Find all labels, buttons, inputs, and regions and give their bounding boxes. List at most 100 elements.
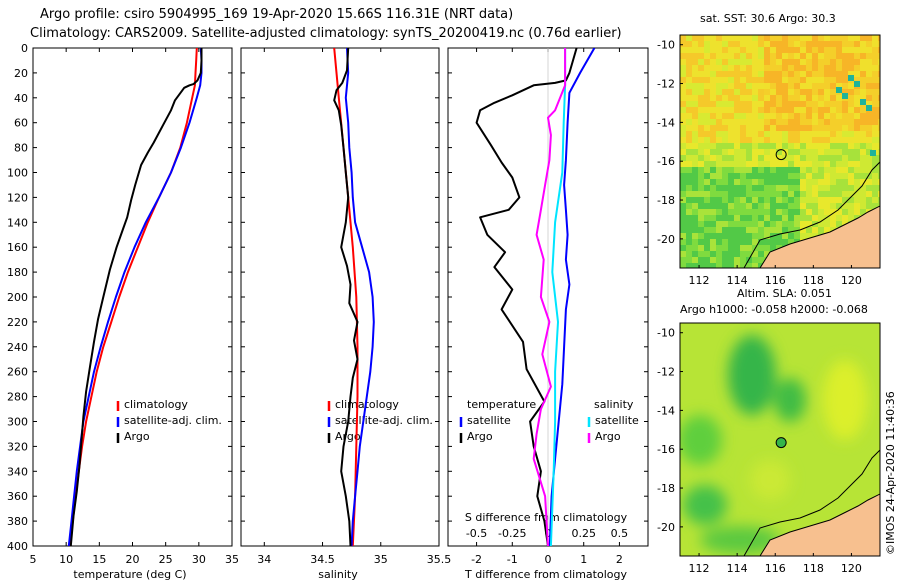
- sst-map-cell: [764, 59, 770, 65]
- sst-map-cell: [758, 203, 764, 209]
- sst-map-cell: [728, 209, 734, 215]
- sst-map-cell: [812, 77, 818, 83]
- sst-map-cell: [686, 53, 692, 59]
- sst-map-cell: [800, 107, 806, 113]
- sst-map-cell: [722, 185, 728, 191]
- sst-map-cell: [836, 215, 842, 221]
- sst-map-cell: [812, 89, 818, 95]
- sst-map-cell: [680, 191, 686, 197]
- sst-map-cell: [782, 173, 788, 179]
- sst-map-cell: [704, 233, 710, 239]
- depth-tick-label: 300: [7, 416, 28, 429]
- sst-map-cell: [866, 137, 872, 143]
- sst-map-cell: [704, 239, 710, 245]
- sst-map-cell: [776, 191, 782, 197]
- sst-map-cell: [818, 107, 824, 113]
- sst-map-cell: [854, 167, 860, 173]
- sst-map-cell: [734, 59, 740, 65]
- sst-map-cell: [782, 221, 788, 227]
- sst-map-cell: [728, 71, 734, 77]
- sst-map-cell: [770, 125, 776, 131]
- legend-label-s-argo: Argo: [595, 430, 621, 443]
- sst-map-cell: [680, 95, 686, 101]
- sst-map-cell: [686, 161, 692, 167]
- sst-map-cell: [776, 41, 782, 47]
- sst-map-cell: [794, 71, 800, 77]
- sst-map-cell: [848, 113, 854, 119]
- sst-map-cell: [722, 95, 728, 101]
- sst-map-cell: [806, 113, 812, 119]
- sst-map-cell: [770, 107, 776, 113]
- sla-blob: [683, 485, 727, 525]
- sst-map-cell: [830, 35, 836, 41]
- sst-map-cell: [770, 239, 776, 245]
- sst-map-cell: [878, 149, 880, 155]
- sst-map-cell: [788, 197, 794, 203]
- sst-map-cell: [728, 95, 734, 101]
- sst-map-cell: [692, 119, 698, 125]
- sst-map-cell: [764, 167, 770, 173]
- sst-map-cell: [740, 107, 746, 113]
- sst-map-cell: [752, 77, 758, 83]
- sst-map-cell: [830, 41, 836, 47]
- sst-map-cell: [776, 143, 782, 149]
- sst-map-cell: [758, 125, 764, 131]
- sst-map-cell: [860, 107, 866, 113]
- sst-map-cell: [692, 95, 698, 101]
- sst-map-cell: [728, 125, 734, 131]
- sst-map-cell: [806, 35, 812, 41]
- sst-map-cell: [812, 53, 818, 59]
- sst-map-cell: [836, 77, 842, 83]
- sst-map-cell: [818, 119, 824, 125]
- sst-map-cell: [704, 149, 710, 155]
- sst-map-cell: [788, 71, 794, 77]
- sst-map-cell: [866, 83, 872, 89]
- sst-map-cell: [746, 95, 752, 101]
- sst-map-cell: [824, 59, 830, 65]
- sla-map: [680, 323, 880, 556]
- sst-map-cell: [710, 227, 716, 233]
- sst-map-cell: [758, 149, 764, 155]
- sst-map-cell: [782, 203, 788, 209]
- sst-map-cell: [722, 203, 728, 209]
- sst-map-cell: [818, 41, 824, 47]
- sst-map-cell: [866, 71, 872, 77]
- sst-map-cell: [824, 221, 830, 227]
- sst-map-cell: [788, 233, 794, 239]
- sst-map-cell: [806, 149, 812, 155]
- sst-map-cell: [704, 161, 710, 167]
- sst-map-cell: [728, 89, 734, 95]
- sst-map-cell: [824, 113, 830, 119]
- sst-map-cell: [824, 83, 830, 89]
- sst-map-cell: [800, 113, 806, 119]
- sst-map-cell: [854, 149, 860, 155]
- sst-map-cell: [770, 155, 776, 161]
- sst-map-cell: [824, 101, 830, 107]
- sst-map-cell: [776, 47, 782, 53]
- sst-map-cell: [836, 59, 842, 65]
- sst-map-cell: [866, 41, 872, 47]
- sst-map-cell: [704, 173, 710, 179]
- sst-map-cell: [716, 107, 722, 113]
- sst-map-cell: [764, 107, 770, 113]
- sst-map-cell: [686, 131, 692, 137]
- sst-map-cell: [740, 245, 746, 251]
- sst-map-cell: [836, 191, 842, 197]
- sst-map-cell: [686, 107, 692, 113]
- sst-map-cell: [698, 227, 704, 233]
- sst-map-cell: [794, 101, 800, 107]
- map-x-tick-label: 114: [727, 562, 748, 575]
- sst-map-cell: [848, 155, 854, 161]
- sst-map-cell: [848, 107, 854, 113]
- sst-map-cell: [824, 161, 830, 167]
- legend-label-satellite: satellite-adj. clim.: [335, 414, 433, 427]
- sst-map-cell: [848, 53, 854, 59]
- sst-map-cell: [722, 197, 728, 203]
- sst-map-cell: [860, 59, 866, 65]
- sst-map-cell: [716, 161, 722, 167]
- sst-map-cell: [818, 185, 824, 191]
- sst-map-cell: [752, 107, 758, 113]
- sst-map-cell: [770, 185, 776, 191]
- sst-map-cell: [830, 203, 836, 209]
- sst-map-cell: [698, 197, 704, 203]
